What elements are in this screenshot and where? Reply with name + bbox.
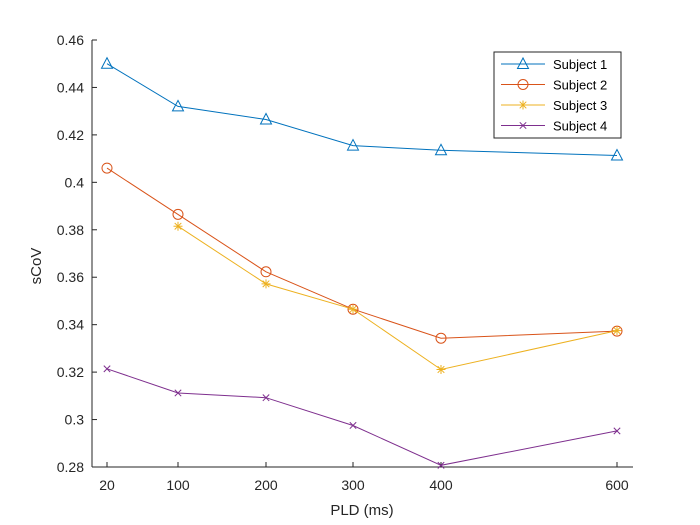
x-tick-label: 400 [429, 477, 453, 493]
series-line [106, 368, 618, 466]
data-point [435, 332, 447, 344]
y-tick-label: 0.34 [57, 317, 84, 333]
legend-label: Subject 4 [553, 119, 607, 134]
legend-marker [516, 56, 530, 69]
series-line [106, 63, 618, 156]
x-tick-label: 200 [254, 477, 278, 493]
legend-label: Subject 1 [553, 57, 607, 72]
data-point [347, 303, 359, 315]
x-axis-label: PLD (ms) [330, 502, 393, 519]
data-point [261, 279, 271, 289]
data-point [260, 266, 272, 278]
series-layer [100, 56, 624, 469]
data-point [436, 365, 446, 375]
data-point [171, 99, 185, 112]
y-tick-label: 0.32 [57, 364, 84, 380]
series-subject-4 [103, 365, 621, 469]
axes: 0.28 0.3 0.32 0.34 0.36 0.38 0.4 0.42 0.44 0.46 20… [57, 32, 633, 493]
data-point [437, 461, 445, 469]
legend: Subject 1 Subject 2 Subject 3 Subject 4 [493, 51, 622, 139]
series-line [106, 167, 618, 339]
y-tick-label: 0.36 [57, 269, 84, 285]
y-tick-label: 0.46 [57, 32, 84, 48]
legend-item: Subject 2 [501, 78, 607, 93]
data-point [262, 394, 270, 402]
data-point [349, 421, 357, 430]
x-tick-label: 600 [605, 477, 629, 493]
series-subject-2 [101, 162, 623, 344]
y-tick-label: 0.3 [65, 412, 85, 428]
data-point [612, 326, 622, 336]
x-tick-label: 300 [341, 477, 365, 493]
data-point [613, 427, 621, 435]
y-tick-label: 0.4 [65, 174, 85, 190]
legend-label: Subject 3 [553, 98, 607, 113]
data-point [173, 221, 183, 231]
y-tick-label: 0.38 [57, 222, 84, 238]
data-point [100, 56, 114, 69]
x-tick-label: 20 [99, 477, 115, 493]
data-point [611, 325, 623, 337]
legend-item: Subject 4 [501, 119, 607, 134]
data-point [103, 365, 111, 373]
y-tick-label: 0.42 [57, 127, 84, 143]
legend-box [493, 51, 622, 139]
y-tick-label: 0.44 [57, 79, 84, 95]
data-point [610, 148, 624, 161]
legend-label: Subject 2 [553, 78, 607, 93]
y-tick-label: 0.28 [57, 459, 84, 475]
data-point [101, 162, 113, 174]
series-subject-3 [173, 221, 622, 375]
series-subject-1 [100, 56, 624, 161]
data-point [346, 138, 360, 151]
legend-marker [517, 79, 529, 90]
data-point [348, 304, 358, 314]
legend-marker [518, 100, 528, 110]
data-point [259, 112, 273, 125]
data-point [174, 389, 182, 397]
legend-marker [519, 121, 527, 130]
data-point [434, 143, 448, 156]
legend-item: Subject 1 [501, 56, 607, 72]
x-tick-label: 100 [166, 477, 190, 493]
legend-item: Subject 3 [501, 98, 607, 113]
y-axis-label: sCoV [28, 248, 45, 285]
data-point [172, 208, 184, 220]
